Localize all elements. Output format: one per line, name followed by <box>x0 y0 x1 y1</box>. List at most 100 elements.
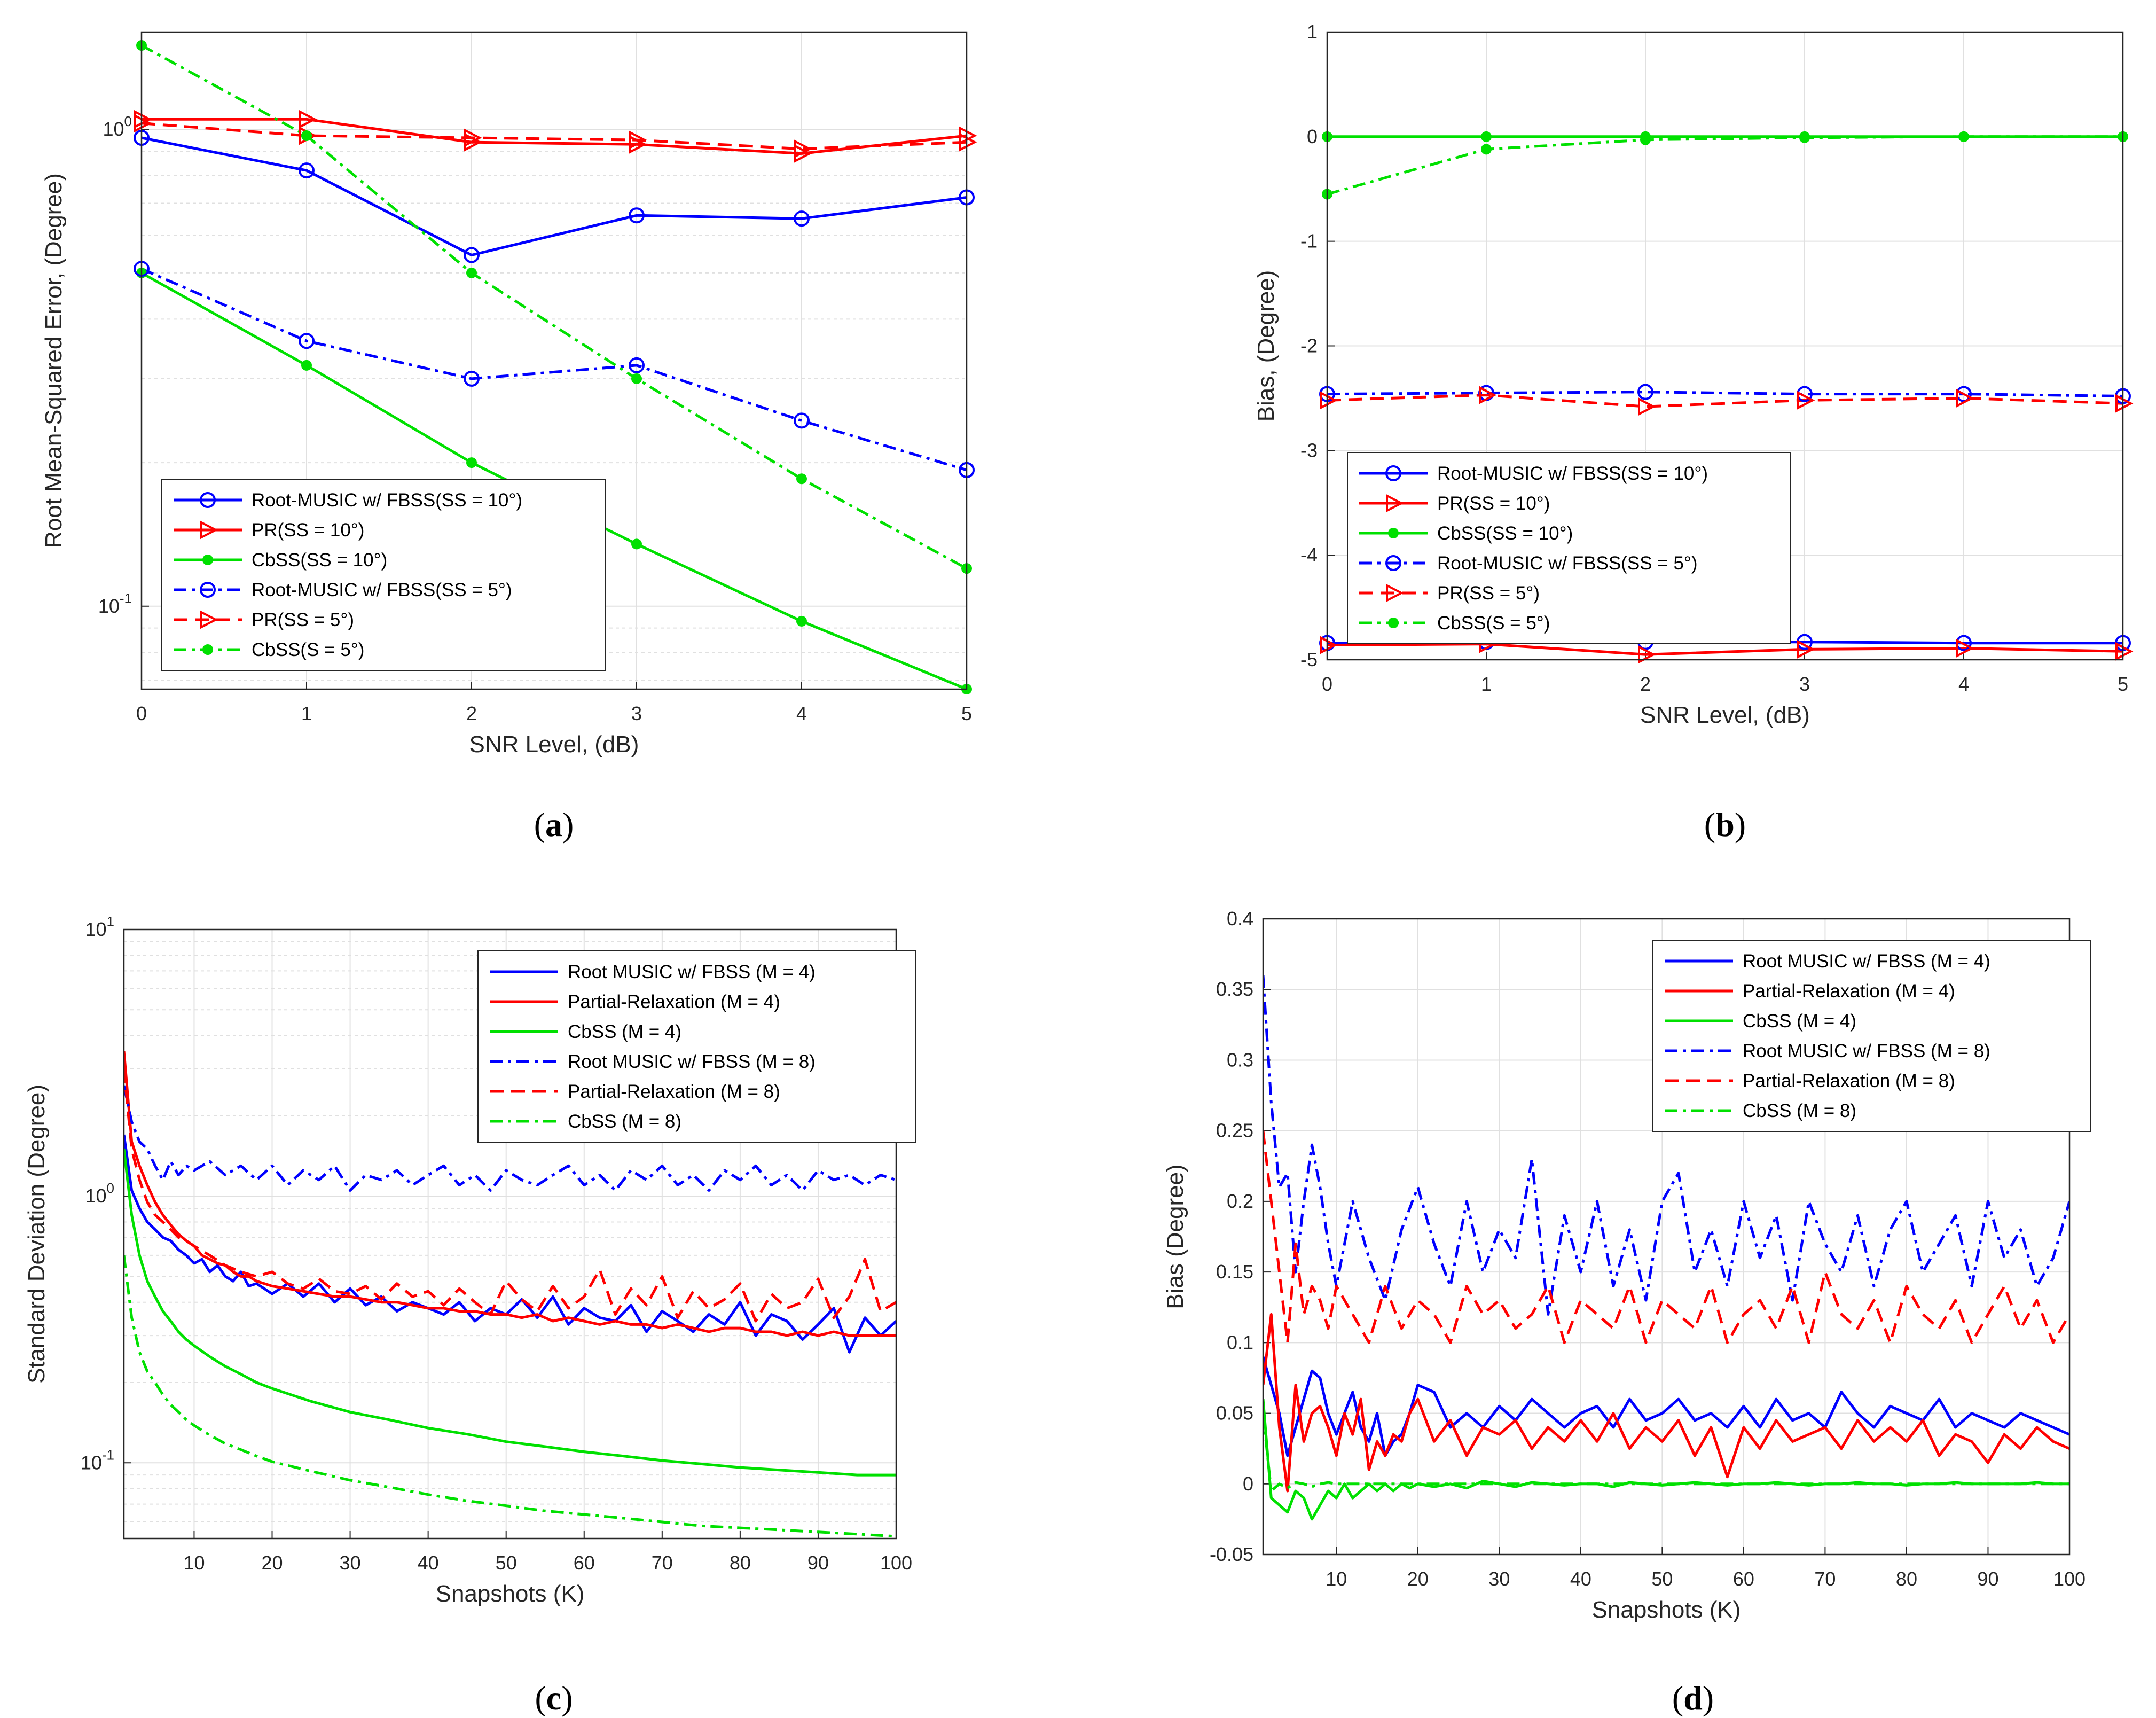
series-line <box>142 44 967 570</box>
marker-dot <box>1799 132 1810 143</box>
x-tick-label: 1 <box>1481 673 1492 695</box>
y-tick-label: 1 <box>1307 21 1318 43</box>
legend-marker <box>202 644 213 655</box>
legend-label: Partial-Relaxation (M = 8) <box>568 1081 780 1102</box>
x-tick-label: 70 <box>652 1552 673 1574</box>
legend-marker <box>1386 583 1404 603</box>
x-axis-label: SNR Level, (dB) <box>469 731 639 758</box>
marker-circle <box>629 357 645 373</box>
marker-triangle <box>1797 640 1815 659</box>
x-tick-label: 3 <box>631 702 642 724</box>
legend-label: CbSS (M = 4) <box>568 1021 681 1042</box>
caption-letter: a <box>545 806 562 844</box>
x-tick-label: 0 <box>136 702 147 724</box>
series-group <box>124 1051 896 1538</box>
legend-marker <box>1388 618 1399 628</box>
x-tick-label: 30 <box>340 1552 361 1574</box>
y-tick-exponent: 0 <box>107 1180 114 1196</box>
legend-marker <box>1385 555 1401 571</box>
legend-box <box>477 950 916 1143</box>
legend-marker <box>200 610 218 629</box>
legend-label: Root MUSIC w/ FBSS (M = 8) <box>1743 1041 1990 1061</box>
y-tick-label: 0.4 <box>1227 908 1253 930</box>
caption-letter: c <box>546 1679 561 1717</box>
x-tick-label: 90 <box>1977 1568 1998 1590</box>
y-tick-label: 0.05 <box>1216 1402 1253 1424</box>
x-tick-label: 50 <box>496 1552 517 1574</box>
marker-triangle <box>794 139 812 159</box>
marker-dot <box>301 130 312 141</box>
marker-dot <box>466 457 477 468</box>
y-tick-label: 100 <box>85 1180 114 1207</box>
marker-triangle <box>1320 391 1338 410</box>
marker-circle <box>794 210 810 227</box>
legend-box <box>1347 452 1791 644</box>
marker-triangle <box>1956 389 1974 408</box>
marker-triangle <box>2115 394 2134 413</box>
x-tick-label: 40 <box>418 1552 439 1574</box>
marker-triangle <box>299 110 317 129</box>
marker-circle <box>464 370 480 387</box>
x-tick-label: 5 <box>961 702 972 724</box>
y-tick-exponent: -1 <box>102 1447 114 1463</box>
y-tick-label: 100 <box>103 113 132 140</box>
legend-label: CbSS (M = 8) <box>568 1111 681 1132</box>
legend-label: Root-MUSIC w/ FBSS(SS = 10°) <box>252 490 522 511</box>
legend-marker <box>1386 494 1404 513</box>
legend-label: Root-MUSIC w/ FBSS(SS = 10°) <box>1437 463 1708 484</box>
y-tick-base: 10 <box>81 1451 102 1473</box>
y-tick-label: 10-1 <box>98 590 132 617</box>
legend: Root-MUSIC w/ FBSS(SS = 10°) PR(SS = 10°)… <box>161 479 606 671</box>
marker-triangle <box>2115 642 2134 661</box>
marker-triangle <box>959 132 977 152</box>
marker-dot <box>1640 134 1651 145</box>
legend-label: CbSS(S = 5°) <box>252 639 364 660</box>
x-tick-label: 2 <box>466 702 477 724</box>
x-tick-label: 90 <box>807 1552 829 1574</box>
legend-label: CbSS(SS = 10°) <box>252 550 387 571</box>
legend-label: Root MUSIC w/ FBSS (M = 4) <box>568 962 816 982</box>
x-tick-label: 60 <box>574 1552 595 1574</box>
marker-triangle <box>1956 639 1974 658</box>
chart-c: 10 20 30 40 50 60 70 80 90 10010110010-1Snapshots… <box>23 913 916 1717</box>
y-tick-label: -3 <box>1300 439 1318 461</box>
series-line <box>124 1068 896 1323</box>
y-axis-label: Bias (Degree) <box>1162 1164 1188 1309</box>
y-tick-label: 0 <box>1243 1473 1253 1495</box>
legend-label: Partial-Relaxation (M = 8) <box>1743 1071 1955 1091</box>
y-tick-label: 10-1 <box>81 1447 114 1473</box>
x-tick-label: 1 <box>301 702 312 724</box>
legend-marker <box>200 582 216 598</box>
series-line <box>124 1134 896 1354</box>
caption-paren: ) <box>1735 806 1746 844</box>
subfigure-caption: (b) <box>1704 806 1746 844</box>
x-tick-label: 10 <box>1326 1568 1347 1590</box>
marker-triangle <box>1320 636 1338 654</box>
series-line <box>142 118 967 155</box>
marker-dot <box>301 360 312 371</box>
x-tick-label: 0 <box>1322 673 1332 695</box>
legend-label: Root-MUSIC w/ FBSS(SS = 5°) <box>252 580 512 600</box>
y-tick-label: 101 <box>85 913 114 940</box>
x-tick-label: 100 <box>2053 1568 2086 1590</box>
legend-label: Root-MUSIC w/ FBSS(SS = 5°) <box>1437 553 1698 574</box>
caption-paren: ( <box>535 1679 546 1717</box>
x-axis-label: SNR Level, (dB) <box>1640 702 1810 728</box>
series-line <box>124 1085 896 1192</box>
marker-circle <box>299 333 315 349</box>
chart-b: 0 1 2 3 4 5 1 0 -1 -2 -3 -4 -5 SNR Level, (dB) Bias, (… <box>1253 21 2134 844</box>
y-tick-base: 10 <box>98 595 120 617</box>
x-tick-label: 2 <box>1640 673 1651 695</box>
series-line <box>124 1149 896 1477</box>
axes-frame <box>140 31 968 690</box>
y-tick-label: -2 <box>1300 335 1318 357</box>
y-tick-exponent: -1 <box>120 590 132 606</box>
x-tick-label: 40 <box>1570 1568 1591 1590</box>
x-tick-label: 30 <box>1488 1568 1510 1590</box>
x-tick-label: 10 <box>183 1552 205 1574</box>
y-axis-label: Bias, (Degree) <box>1253 270 1279 422</box>
x-tick-label: 80 <box>1896 1568 1917 1590</box>
marker-triangle <box>1638 645 1656 664</box>
axes-frame <box>1326 31 2124 661</box>
caption-paren: ( <box>1672 1679 1683 1717</box>
